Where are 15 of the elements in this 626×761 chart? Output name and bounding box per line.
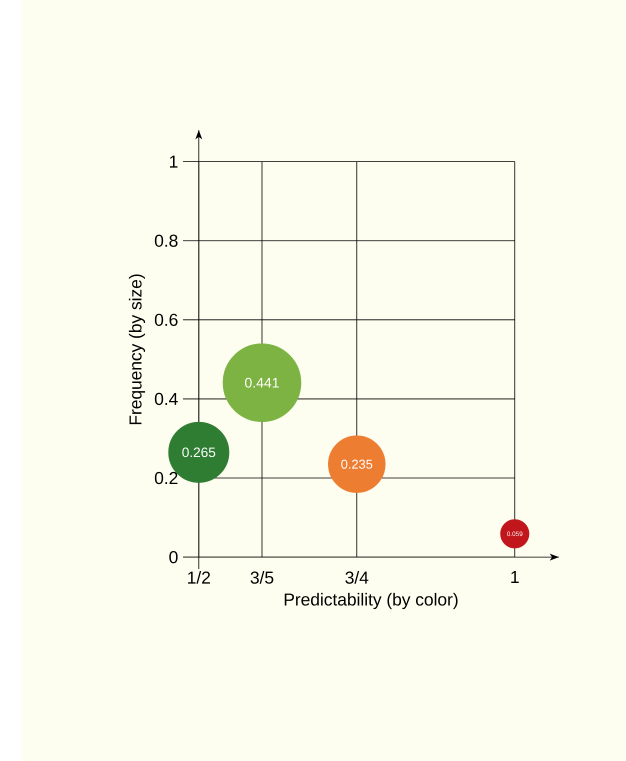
data-label: 0.235: [341, 460, 372, 469]
x-tick-label: 3/5: [250, 571, 274, 584]
x-tick-label: 3/4: [345, 571, 368, 584]
y-tick-label: 0.8: [154, 234, 178, 247]
x-axis-title: Predictability (by color): [284, 592, 458, 610]
x-tick-label: 1/2: [188, 571, 210, 584]
y-axis-title: Frequency (by size): [128, 274, 146, 424]
y-tick-label: 0.6: [154, 314, 178, 326]
y-tick-label: 0: [169, 550, 178, 564]
y-tick-label: 0.4: [154, 392, 178, 406]
y-tick-label: 1: [170, 156, 178, 168]
data-label: 0.265: [182, 448, 216, 458]
x-tick-label: 1: [511, 571, 519, 583]
data-label: 0.441: [245, 378, 279, 388]
y-tick-label: 0.2: [154, 472, 178, 484]
